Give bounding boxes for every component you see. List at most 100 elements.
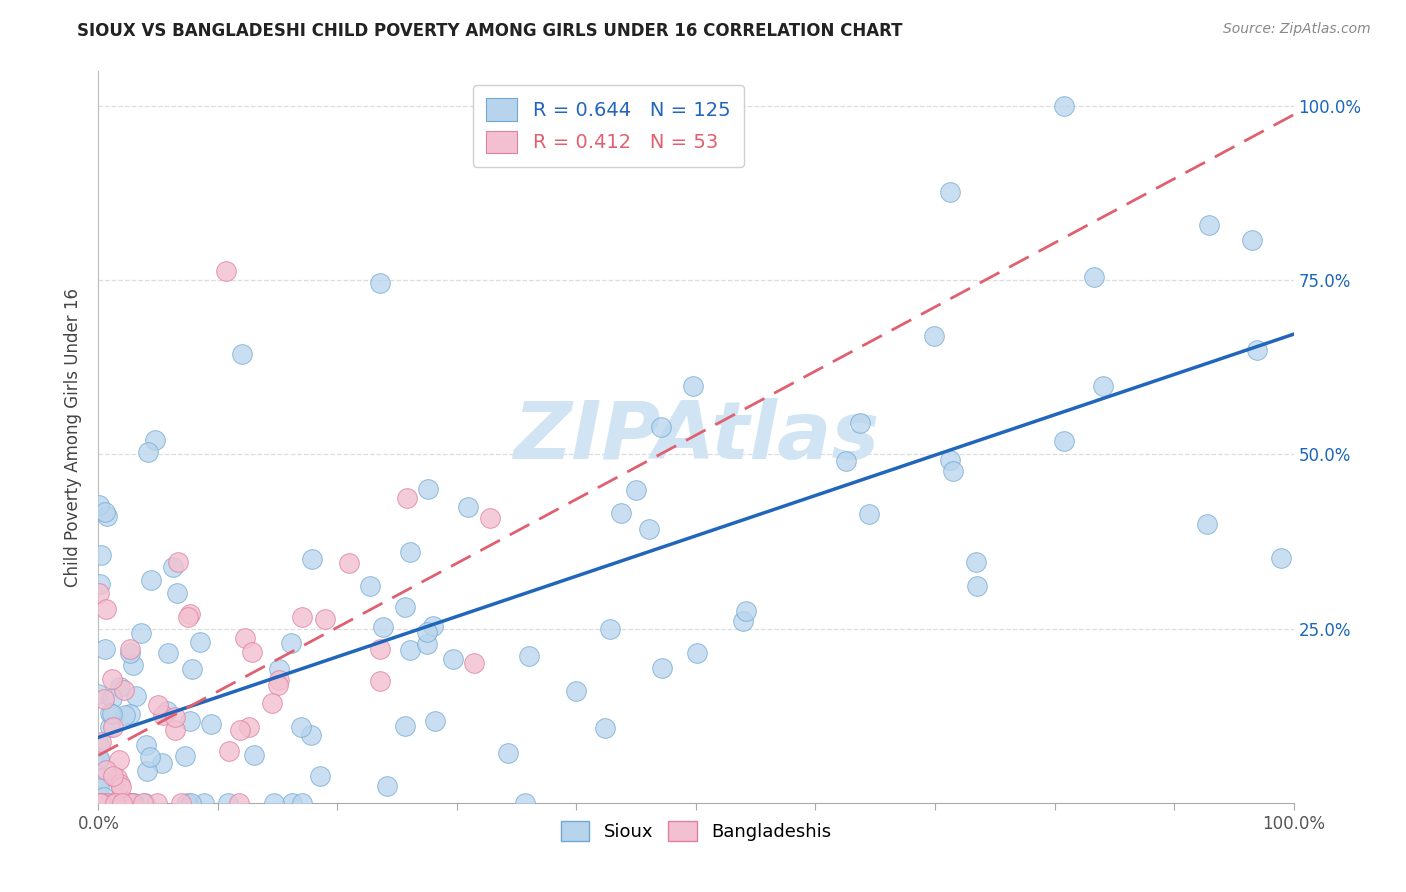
Point <box>87 796 110 810</box>
Point <box>422 619 444 633</box>
Point <box>267 662 290 676</box>
Point <box>100 796 122 810</box>
Text: ZIPAtlas: ZIPAtlas <box>513 398 879 476</box>
Point <box>394 719 416 733</box>
Point <box>731 615 754 629</box>
Point <box>114 707 136 722</box>
Point <box>267 678 290 692</box>
Point <box>87 687 110 701</box>
Point <box>181 662 204 676</box>
Point <box>114 796 136 810</box>
Point <box>1270 550 1292 565</box>
Point <box>145 796 167 810</box>
Point <box>174 748 197 763</box>
Point <box>118 642 141 657</box>
Point <box>218 743 240 757</box>
Point <box>423 714 446 728</box>
Point <box>110 780 132 794</box>
Point <box>463 656 485 670</box>
Point <box>165 710 187 724</box>
Point <box>101 720 124 734</box>
Point <box>835 454 858 468</box>
Text: SIOUX VS BANGLADESHI CHILD POVERTY AMONG GIRLS UNDER 16 CORRELATION CHART: SIOUX VS BANGLADESHI CHILD POVERTY AMONG… <box>77 22 903 40</box>
Point <box>395 491 418 505</box>
Point <box>94 641 117 656</box>
Point <box>610 506 633 520</box>
Point <box>90 796 112 810</box>
Point <box>513 796 536 810</box>
Point <box>96 508 118 523</box>
Point <box>89 796 111 810</box>
Point <box>1091 379 1114 393</box>
Point <box>359 579 381 593</box>
Point <box>91 772 114 786</box>
Point <box>416 625 439 640</box>
Point <box>89 576 111 591</box>
Point <box>135 764 157 778</box>
Point <box>87 498 110 512</box>
Point <box>114 796 136 810</box>
Point <box>215 264 238 278</box>
Point <box>165 723 187 737</box>
Point <box>170 796 193 810</box>
Point <box>375 779 398 793</box>
Point <box>179 714 201 728</box>
Point <box>217 796 239 810</box>
Point <box>93 692 115 706</box>
Point <box>1240 233 1263 247</box>
Point <box>394 599 416 614</box>
Point <box>105 796 128 810</box>
Point <box>162 559 184 574</box>
Point <box>108 777 131 791</box>
Point <box>122 796 145 810</box>
Point <box>443 652 465 666</box>
Point <box>593 721 616 735</box>
Point <box>565 684 588 698</box>
Text: Source: ZipAtlas.com: Source: ZipAtlas.com <box>1223 22 1371 37</box>
Point <box>1053 99 1076 113</box>
Point <box>308 769 330 783</box>
Point <box>96 796 118 810</box>
Point <box>415 636 437 650</box>
Point <box>87 796 110 810</box>
Point <box>229 723 252 737</box>
Point <box>1198 218 1220 232</box>
Point <box>399 643 422 657</box>
Point <box>290 720 312 734</box>
Point <box>200 717 222 731</box>
Point <box>966 578 988 592</box>
Point <box>132 796 155 810</box>
Point <box>93 790 115 805</box>
Point <box>650 420 672 434</box>
Point <box>105 796 128 810</box>
Point <box>418 483 440 497</box>
Point <box>89 796 111 810</box>
Point <box>922 328 945 343</box>
Point <box>115 796 138 810</box>
Point <box>100 706 122 720</box>
Point <box>93 505 115 519</box>
Point <box>115 796 138 810</box>
Point <box>166 586 188 600</box>
Point <box>965 555 987 569</box>
Point <box>281 796 304 810</box>
Point <box>1195 517 1218 532</box>
Point <box>90 796 112 810</box>
Point <box>152 708 174 723</box>
Point <box>624 483 647 497</box>
Point <box>496 747 519 761</box>
Point <box>368 642 391 657</box>
Point <box>371 620 394 634</box>
Y-axis label: Child Poverty Among Girls Under 16: Child Poverty Among Girls Under 16 <box>65 287 83 587</box>
Point <box>94 602 117 616</box>
Point <box>134 796 156 810</box>
Point <box>101 672 124 686</box>
Point <box>94 763 117 777</box>
Point <box>243 748 266 763</box>
Point <box>193 796 215 810</box>
Point <box>269 673 291 688</box>
Point <box>519 649 541 664</box>
Point <box>97 796 120 810</box>
Point <box>858 507 880 521</box>
Point <box>90 735 112 749</box>
